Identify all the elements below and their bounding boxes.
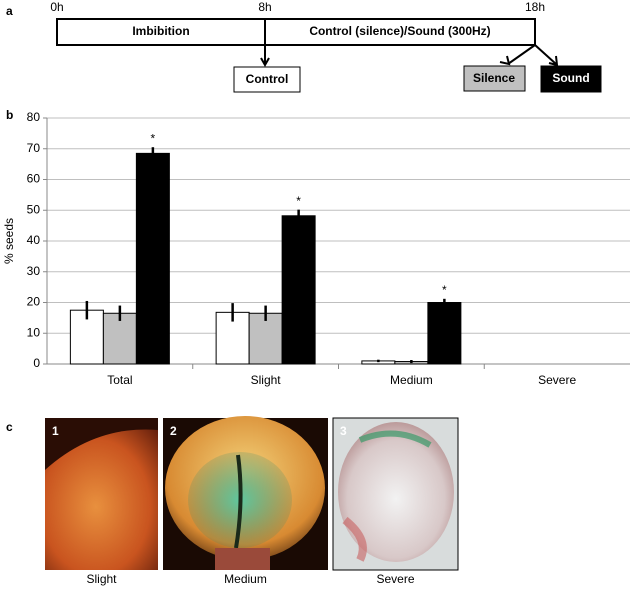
box-label: Sound: [552, 71, 589, 85]
photo: [45, 418, 158, 570]
significance: *: [442, 283, 447, 297]
timeline: [56, 18, 536, 46]
bar: [102, 312, 137, 365]
arrow: [260, 45, 270, 68]
x-tick-label: Total: [107, 373, 132, 387]
y-tick-label: 40: [27, 233, 41, 247]
panel-label: c: [6, 420, 13, 434]
image-number: 2: [170, 424, 177, 438]
bar: [427, 302, 462, 365]
y-tick-label: 80: [27, 110, 41, 124]
y-tick-label: 60: [27, 172, 41, 186]
silence-box: [463, 65, 526, 92]
box-label: Control: [246, 72, 289, 86]
image-number: 1: [52, 424, 59, 438]
y-axis-label: % seeds: [2, 218, 16, 264]
image-caption: Severe: [376, 572, 414, 586]
photo: [332, 417, 459, 571]
x-tick-label: Severe: [538, 373, 576, 387]
significance: *: [296, 194, 301, 208]
photo: [163, 416, 328, 570]
control-box: [233, 66, 301, 93]
x-tick-label: Medium: [390, 373, 433, 387]
phase-label: Imbibition: [132, 24, 189, 38]
y-tick-label: 70: [27, 141, 41, 155]
bar: [135, 152, 170, 365]
y-tick-label: 20: [27, 295, 41, 309]
y-tick-label: 30: [27, 264, 41, 278]
panel-label: a: [6, 4, 13, 18]
image-caption: Medium: [224, 572, 267, 586]
y-tick-label: 10: [27, 325, 41, 339]
sound-box: [540, 65, 602, 93]
box-label: Silence: [473, 71, 515, 85]
image-caption: Slight: [86, 572, 117, 586]
phase-label: Control (silence)/Sound (300Hz): [309, 24, 490, 38]
time-label: 18h: [525, 0, 545, 14]
y-tick-label: 50: [27, 202, 41, 216]
panel-label: b: [6, 108, 13, 122]
bar: [281, 215, 316, 365]
significance: *: [151, 131, 156, 145]
y-tick-label: 0: [33, 356, 40, 370]
time-label: 0h: [50, 0, 63, 14]
image-number: 3: [340, 424, 347, 438]
x-tick-label: Slight: [251, 373, 282, 387]
time-label: 8h: [258, 0, 271, 14]
arrow: [499, 44, 559, 67]
